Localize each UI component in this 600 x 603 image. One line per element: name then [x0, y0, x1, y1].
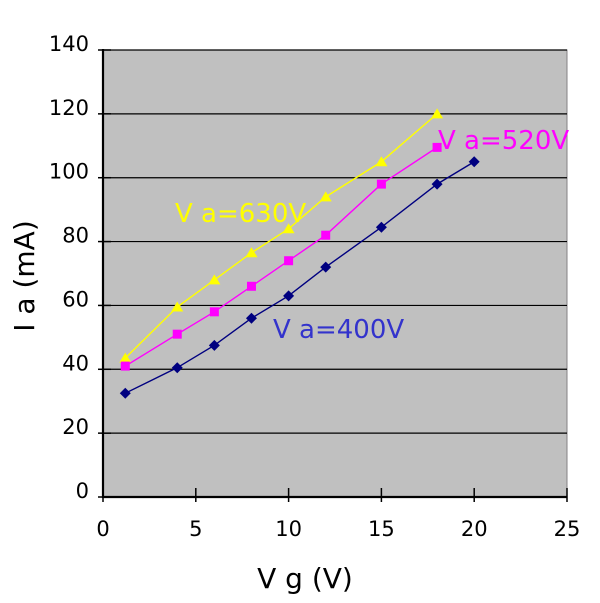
data-point-marker-v-a-400v — [468, 156, 480, 168]
data-point-marker-v-a-630v — [119, 352, 132, 363]
data-point-marker-v-a-400v — [245, 312, 257, 324]
series-line-v-a-630v — [124, 113, 438, 359]
data-point-marker-v-a-630v — [375, 156, 388, 167]
y-tick-label-20: 20 — [62, 415, 89, 439]
data-point-marker-v-a-520v — [321, 230, 331, 240]
series-label-v-a-400v: V a=400V — [273, 315, 404, 345]
y-tick-label-80: 80 — [62, 224, 89, 248]
x-axis-title: V g (V) — [257, 562, 353, 595]
data-point-marker-v-a-630v — [319, 191, 332, 202]
data-point-marker-v-a-520v — [172, 329, 182, 339]
x-tick-label-10: 10 — [275, 517, 302, 541]
y-tick-label-0: 0 — [76, 479, 89, 503]
data-point-marker-v-a-400v — [283, 290, 295, 302]
data-point-marker-v-a-520v — [376, 179, 386, 189]
series-v-a-630v — [119, 108, 444, 363]
data-point-marker-v-a-630v — [282, 223, 295, 234]
data-point-marker-v-a-400v — [171, 362, 183, 374]
data-point-marker-v-a-630v — [431, 108, 444, 119]
x-tick-label-25: 25 — [554, 517, 581, 541]
series-label-v-a-520v: V a=520V — [438, 126, 569, 156]
data-point-marker-v-a-520v — [209, 307, 219, 317]
data-point-marker-v-a-630v — [245, 247, 258, 258]
y-axis-title: I a (mA) — [8, 220, 41, 332]
series-line-v-a-520v — [124, 146, 438, 367]
data-point-marker-v-a-520v — [246, 281, 256, 291]
data-point-marker-v-a-520v — [120, 361, 130, 371]
data-point-marker-v-a-520v — [432, 142, 442, 152]
series-label-v-a-630v: V a=630V — [175, 199, 306, 229]
data-point-marker-v-a-400v — [119, 387, 131, 399]
x-tick-label-20: 20 — [461, 517, 488, 541]
y-tick-label-40: 40 — [62, 351, 89, 375]
x-tick-label-15: 15 — [368, 517, 395, 541]
plot-area — [102, 49, 568, 498]
x-tick-label-0: 0 — [96, 517, 109, 541]
data-point-marker-v-a-400v — [320, 261, 332, 273]
series-v-a-400v — [119, 156, 480, 399]
x-tick-label-5: 5 — [189, 517, 202, 541]
y-tick-label-120: 120 — [49, 96, 89, 120]
y-tick-label-60: 60 — [62, 287, 89, 311]
series-v-a-520v — [120, 142, 442, 371]
y-tick-label-100: 100 — [49, 160, 89, 184]
y-tick-label-140: 140 — [49, 32, 89, 56]
data-point-marker-v-a-400v — [208, 339, 220, 351]
data-point-marker-v-a-400v — [375, 221, 387, 233]
data-point-marker-v-a-520v — [284, 256, 294, 266]
data-point-marker-v-a-630v — [171, 301, 184, 312]
data-point-marker-v-a-630v — [208, 274, 221, 285]
data-point-marker-v-a-400v — [431, 178, 443, 190]
